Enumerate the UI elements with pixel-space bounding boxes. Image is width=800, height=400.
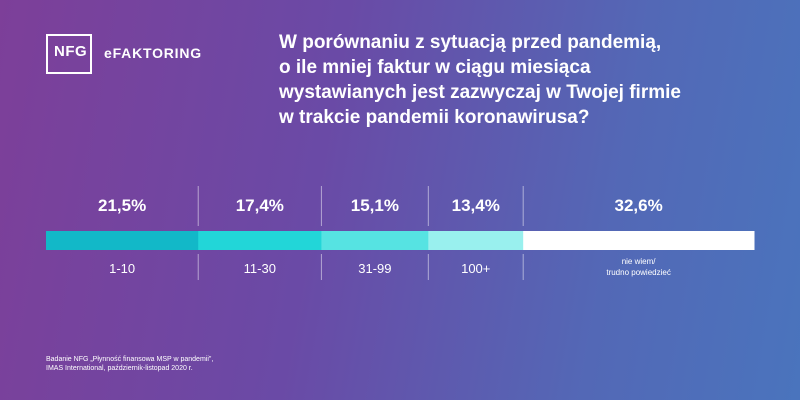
bar-segment bbox=[321, 231, 429, 250]
question-line: W porównaniu z sytuacją przed pandemią, bbox=[279, 32, 662, 53]
source-line: Badanie NFG „Płynność finansowa MSP w pa… bbox=[46, 356, 214, 363]
value-label: 15,1% bbox=[351, 196, 399, 215]
value-label: 13,4% bbox=[452, 196, 500, 215]
survey-question: W porównaniu z sytuacją przed pandemią, … bbox=[279, 30, 759, 130]
bar-segment bbox=[523, 231, 755, 250]
bar-segment bbox=[46, 231, 199, 250]
source-note: Badanie NFG „Płynność finansowa MSP w pa… bbox=[46, 355, 213, 373]
question-line: wystawianych jest zazwyczaj w Twojej fir… bbox=[279, 82, 681, 103]
nfg-logo bbox=[46, 34, 92, 74]
category-label: trudno powiedzieć bbox=[606, 268, 670, 277]
bar-segment bbox=[428, 231, 524, 250]
source-line: IMAS International, październik-listopad… bbox=[46, 365, 193, 372]
category-label: nie wiem/ bbox=[622, 257, 657, 266]
question-line: o ile mniej faktur w ciągu miesiąca bbox=[279, 57, 591, 78]
value-label: 21,5% bbox=[98, 196, 146, 215]
brand-name: eFAKTORING bbox=[104, 45, 202, 61]
category-label: 11-30 bbox=[244, 261, 276, 276]
value-label: 17,4% bbox=[236, 196, 284, 215]
logo-text: NFG bbox=[54, 43, 88, 60]
category-label: 1-10 bbox=[109, 261, 135, 276]
question-line: w trakcie pandemii koronawirusa? bbox=[279, 107, 590, 128]
bar-segment bbox=[198, 231, 322, 250]
value-label: 32,6% bbox=[614, 196, 662, 215]
category-label: 100+ bbox=[461, 261, 490, 276]
category-label: 31-99 bbox=[358, 261, 391, 276]
